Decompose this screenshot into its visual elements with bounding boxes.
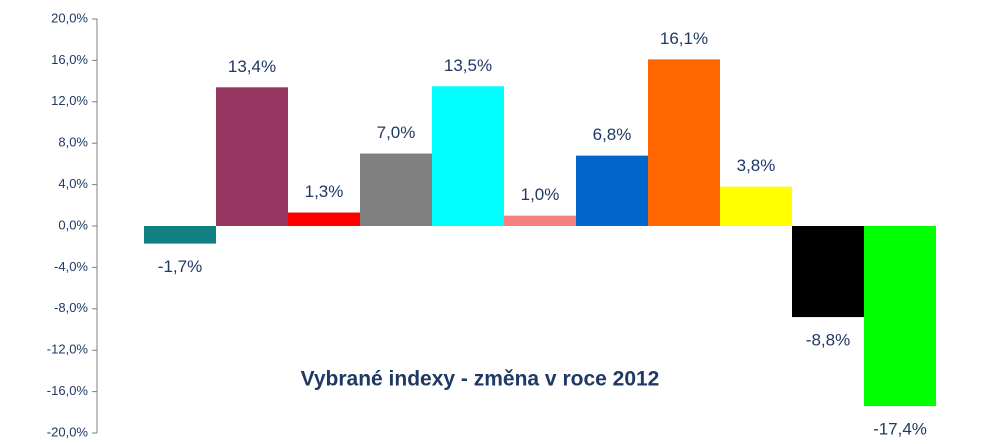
y-tick-label: 4,0% <box>58 176 88 191</box>
chart-title: Vybrané indexy - změna v roce 2012 <box>301 368 660 391</box>
y-tick-label: 8,0% <box>58 135 88 150</box>
bar <box>864 226 936 407</box>
y-tick-label: -4,0% <box>54 259 88 274</box>
y-tick-label: -8,0% <box>54 300 88 315</box>
value-label: 3,8% <box>737 156 776 175</box>
value-label: 1,3% <box>305 182 344 201</box>
bar <box>360 153 432 226</box>
value-label: 7,0% <box>377 123 416 142</box>
y-tick-label: 0,0% <box>58 217 88 232</box>
value-label: 6,8% <box>593 125 632 144</box>
value-label: 1,0% <box>521 185 560 204</box>
value-label: 13,4% <box>228 57 276 76</box>
bar <box>648 59 720 226</box>
bar <box>504 215 576 226</box>
y-tick-label: -20,0% <box>47 424 89 439</box>
y-tick-label: 16,0% <box>51 52 88 67</box>
value-label: 16,1% <box>660 29 708 48</box>
bar <box>144 226 216 244</box>
value-label: -8,8% <box>806 331 850 350</box>
y-tick-label: -12,0% <box>47 342 89 357</box>
y-tick-label: 12,0% <box>51 93 88 108</box>
y-tick-label: 20,0% <box>51 10 88 25</box>
bar <box>216 87 288 226</box>
value-label: -1,7% <box>158 257 202 276</box>
value-label: 13,5% <box>444 56 492 75</box>
bar <box>720 186 792 226</box>
value-label: -17,4% <box>873 420 927 439</box>
bar <box>432 86 504 227</box>
bar <box>288 212 360 226</box>
y-tick-label: -16,0% <box>47 383 89 398</box>
bar <box>576 155 648 226</box>
bar <box>792 226 864 318</box>
